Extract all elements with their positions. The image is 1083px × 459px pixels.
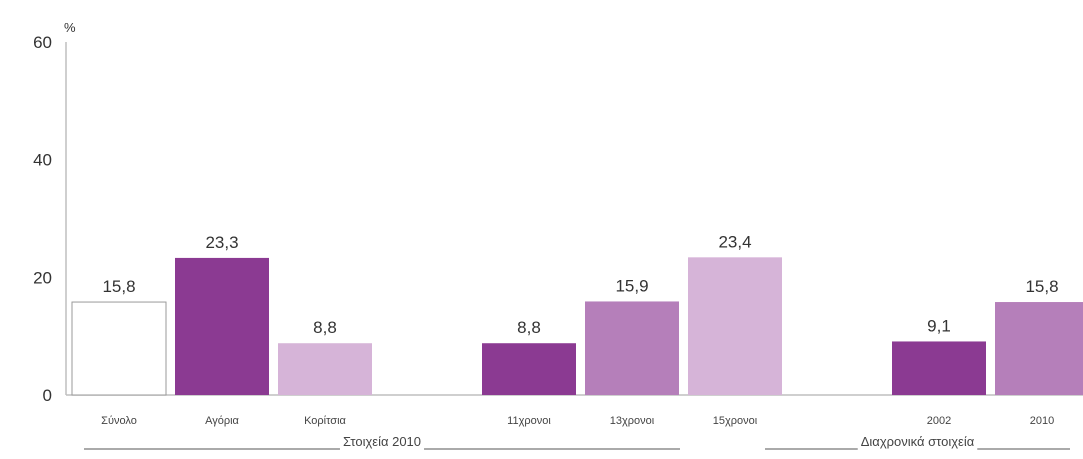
bar xyxy=(995,302,1083,395)
category-label: Κορίτσια xyxy=(304,415,346,427)
bar xyxy=(482,343,576,395)
y-axis-unit: % xyxy=(64,20,76,35)
category-label: 2002 xyxy=(927,415,951,427)
category-label: Αγόρια xyxy=(205,415,239,427)
data-label: 8,8 xyxy=(313,318,337,337)
category-label: 13χρονοι xyxy=(610,415,655,427)
category-labels: Σύνολο Αγόρια Κορίτσια 11χρονοι 13χρονοι 15χρ… xyxy=(101,415,1054,427)
data-label: 8,8 xyxy=(517,318,541,337)
bar xyxy=(892,341,986,395)
data-label: 15,8 xyxy=(1025,277,1058,296)
group-label: Διαχρονικά στοιχεία xyxy=(861,434,975,449)
bar xyxy=(688,257,782,395)
data-label: 15,9 xyxy=(615,276,648,295)
y-tick-label: 60 xyxy=(33,33,52,52)
bar xyxy=(585,301,679,395)
y-tick-labels: 0 20 40 60 xyxy=(33,33,52,405)
y-tick-label: 40 xyxy=(33,151,52,170)
data-label: 23,3 xyxy=(205,233,238,252)
category-label: 2010 xyxy=(1030,415,1054,427)
bar xyxy=(71,301,167,396)
data-label: 23,4 xyxy=(718,232,751,251)
y-tick-label: 0 xyxy=(43,386,52,405)
group-labels: Στοιχεία 2010 Διαχρονικά στοιχεία xyxy=(84,434,1070,450)
y-tick-label: 20 xyxy=(33,268,52,287)
data-labels: 15,8 23,3 8,8 8,8 15,9 23,4 9,1 15,8 xyxy=(102,232,1058,337)
data-label: 9,1 xyxy=(927,316,951,335)
bar xyxy=(278,343,372,395)
category-label: 11χρονοι xyxy=(507,415,551,427)
group-label: Στοιχεία 2010 xyxy=(343,434,421,449)
bars xyxy=(71,257,1083,396)
bar xyxy=(175,257,269,395)
data-label: 15,8 xyxy=(102,277,135,296)
category-label: 15χρονοι xyxy=(713,415,758,427)
category-label: Σύνολο xyxy=(101,415,137,427)
